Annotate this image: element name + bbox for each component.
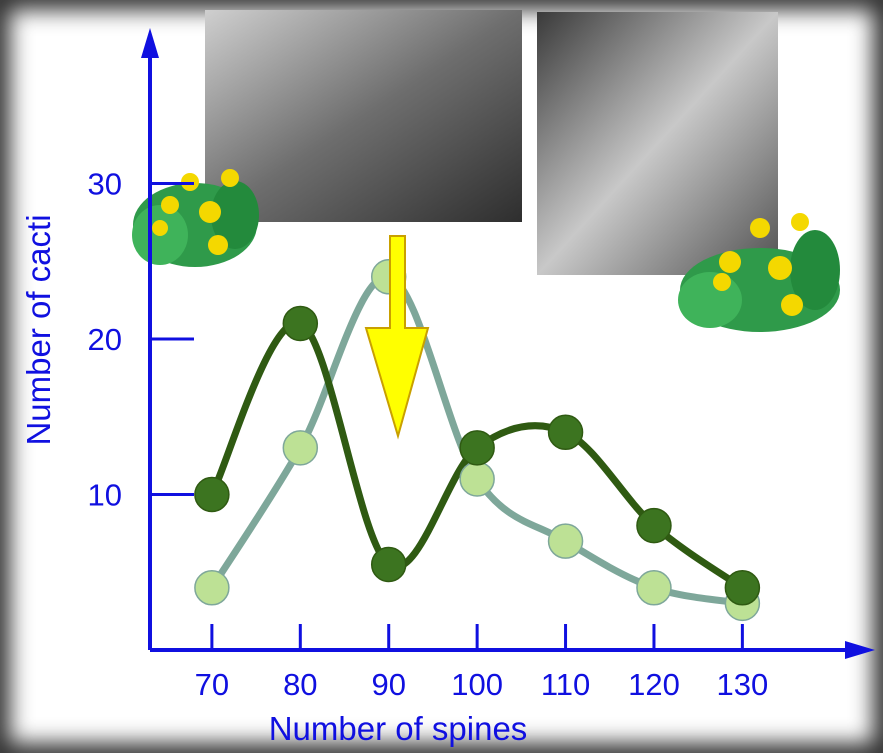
point — [195, 478, 229, 512]
x-tick-label: 100 — [451, 667, 503, 702]
x-axis-label: Number of spines — [269, 710, 528, 747]
x-tick-label: 80 — [283, 667, 317, 702]
x-tick-label: 130 — [717, 667, 769, 702]
x-axis-arrow — [845, 641, 875, 659]
point — [372, 547, 406, 581]
x-tick-label: 70 — [195, 667, 229, 702]
y-tick-label: 30 — [88, 167, 122, 202]
page: {"chart_data": {"type": "line", "x_label… — [0, 0, 883, 753]
point — [549, 524, 583, 558]
x-tick-label: 110 — [541, 667, 590, 702]
y-axis-label: Number of cacti — [20, 214, 57, 445]
chart: Number of spines Number of cacti 10 20 30 7… — [0, 0, 883, 753]
point — [460, 431, 494, 465]
y-axis-arrow — [141, 28, 159, 58]
decorations — [132, 10, 840, 332]
point — [283, 306, 317, 340]
point — [637, 571, 671, 605]
x-tick-label: 90 — [371, 667, 405, 702]
point — [725, 571, 759, 605]
x-tick-label: 120 — [628, 667, 680, 702]
photo-car — [205, 10, 522, 222]
point — [460, 462, 494, 496]
photo-couple — [537, 12, 778, 275]
point — [283, 431, 317, 465]
point — [549, 415, 583, 449]
y-tick-label: 20 — [88, 322, 122, 357]
point — [637, 509, 671, 543]
y-tick-label: 10 — [88, 478, 122, 513]
point — [195, 571, 229, 605]
